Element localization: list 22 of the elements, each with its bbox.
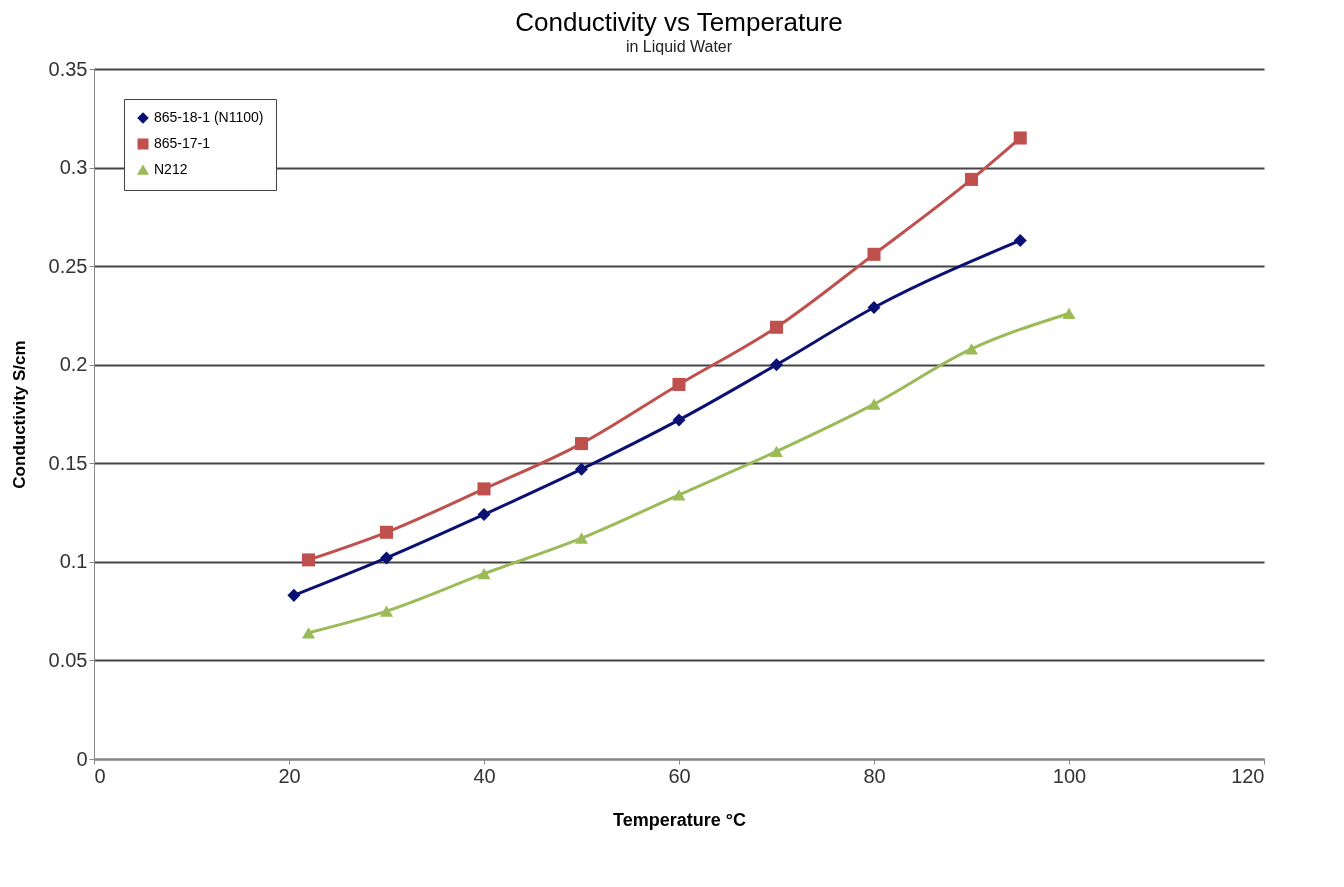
x-tick-label: 20: [278, 764, 301, 787]
y-tick-label: 0.25: [48, 254, 88, 277]
y-tick-label: 0.05: [48, 648, 88, 671]
x-tick-label: 100: [1052, 764, 1087, 787]
legend-label: 865-18-1 (N1100): [154, 109, 264, 125]
x-tick-label: 0: [94, 764, 106, 787]
y-tick-label: 0: [76, 747, 88, 770]
x-axis-title: Temperature °C: [613, 809, 746, 830]
y-tick-label: 0.3: [59, 156, 88, 179]
y-tick-label: 0.15: [48, 451, 88, 474]
legend-label: 865-17-1: [154, 135, 211, 151]
y-tick-label: 0.1: [59, 550, 88, 573]
x-tick-label: 120: [1231, 764, 1265, 787]
y-tick-label: 0.2: [59, 353, 88, 376]
legend-label: N212: [154, 161, 188, 177]
y-tick-label: 0.35: [48, 57, 88, 80]
x-tick-label: 80: [863, 764, 886, 787]
x-tick-label: 40: [473, 764, 496, 787]
chart-subtitle: in Liquid Water: [625, 38, 733, 55]
x-tick-label: 60: [668, 764, 691, 787]
y-axis-title: Conductivity S/cm: [9, 340, 29, 489]
chart-title: Conductivity vs Temperature: [515, 7, 843, 37]
